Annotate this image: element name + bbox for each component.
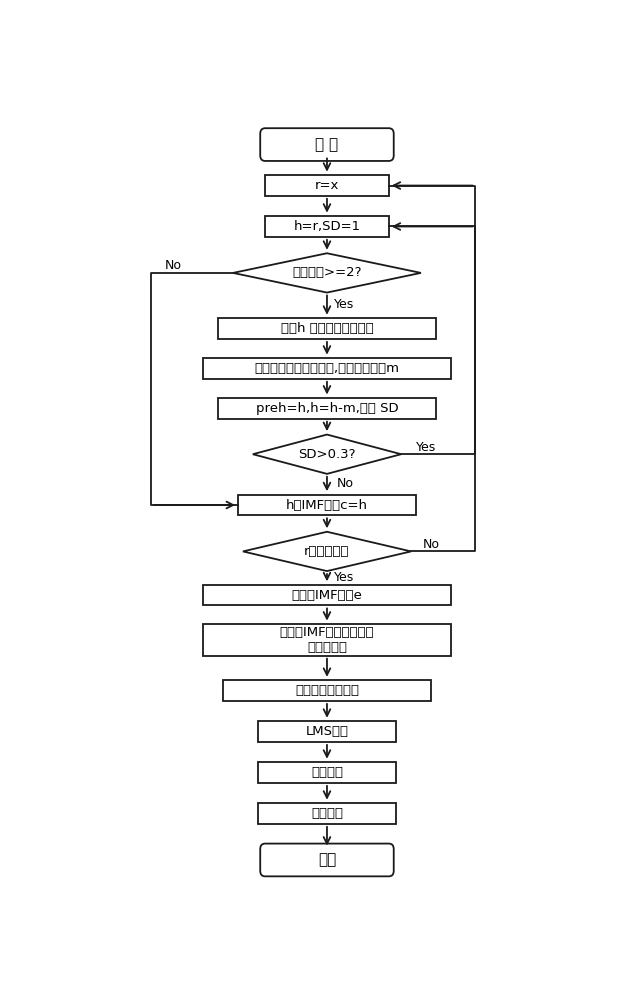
FancyBboxPatch shape	[260, 128, 394, 161]
Text: Yes: Yes	[334, 298, 354, 311]
FancyBboxPatch shape	[260, 844, 394, 876]
Text: Yes: Yes	[334, 571, 354, 584]
Text: h=r,SD=1: h=r,SD=1	[293, 220, 360, 233]
Text: Yes: Yes	[416, 441, 436, 454]
Text: 信号重组: 信号重组	[311, 807, 343, 820]
Polygon shape	[243, 532, 411, 571]
FancyBboxPatch shape	[204, 585, 450, 605]
FancyBboxPatch shape	[265, 175, 389, 196]
Text: preh=h,h=h-m,计算 SD: preh=h,h=h-m,计算 SD	[256, 402, 398, 415]
FancyBboxPatch shape	[258, 762, 396, 783]
Text: r是否单调？: r是否单调？	[304, 545, 350, 558]
Text: 剥除噪声主导分量: 剥除噪声主导分量	[295, 684, 359, 697]
FancyBboxPatch shape	[223, 680, 431, 701]
Text: No: No	[422, 538, 440, 551]
FancyBboxPatch shape	[258, 721, 396, 742]
Text: 开 始: 开 始	[315, 137, 339, 152]
Text: No: No	[336, 477, 353, 490]
FancyBboxPatch shape	[204, 624, 450, 656]
Polygon shape	[253, 435, 401, 474]
Text: 极値点数>=2?: 极値点数>=2?	[292, 266, 362, 279]
Text: 判断各IMF为信号主导还
是噪声主导: 判断各IMF为信号主导还 是噪声主导	[279, 626, 375, 654]
FancyBboxPatch shape	[238, 495, 416, 515]
Text: 平滑滤波: 平滑滤波	[311, 766, 343, 779]
Text: SD>0.3?: SD>0.3?	[298, 448, 356, 461]
FancyBboxPatch shape	[218, 318, 436, 339]
Text: h为IMF分量c=h: h为IMF分量c=h	[286, 499, 368, 512]
Text: LMS滤波: LMS滤波	[306, 725, 348, 738]
Polygon shape	[233, 253, 421, 293]
FancyBboxPatch shape	[218, 398, 436, 419]
Text: 找出h 的所有局部极値点: 找出h 的所有局部极値点	[281, 322, 373, 335]
Text: 计算各IMF能量e: 计算各IMF能量e	[292, 589, 362, 602]
Text: 找出极値点的上下包络,求出保络均値m: 找出极値点的上下包络,求出保络均値m	[255, 362, 399, 375]
Text: 结束: 结束	[318, 852, 336, 867]
Text: r=x: r=x	[315, 179, 339, 192]
FancyBboxPatch shape	[204, 358, 450, 379]
Text: No: No	[165, 259, 182, 272]
FancyBboxPatch shape	[265, 216, 389, 237]
FancyBboxPatch shape	[258, 803, 396, 824]
